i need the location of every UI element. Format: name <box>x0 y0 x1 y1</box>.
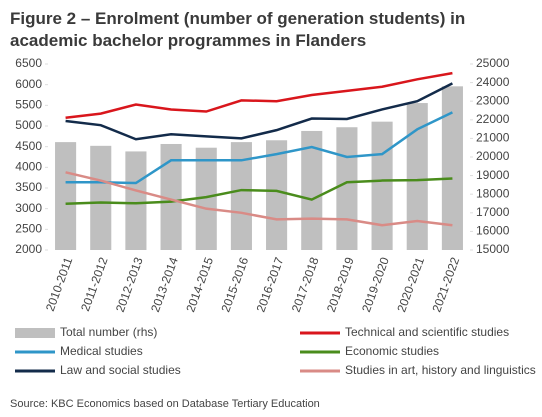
bar <box>301 130 323 250</box>
y2-tick-label: 19000 <box>476 168 510 182</box>
y2-tick-label: 20000 <box>476 149 510 163</box>
legend-label: Medical studies <box>60 344 143 358</box>
x-tick-label: 2012-2013 <box>113 255 146 314</box>
y-tick-label: 3000 <box>15 201 42 215</box>
x-tick-label: 2015-2016 <box>218 255 251 314</box>
legend-label: Technical and scientific studies <box>345 325 509 339</box>
x-tick-label: 2017-2018 <box>289 255 322 314</box>
y2-tick-label: 16000 <box>476 224 510 238</box>
bar <box>90 145 112 250</box>
y2-tick-label: 18000 <box>476 186 510 200</box>
legend-label: Economic studies <box>345 344 439 358</box>
x-tick-label: 2014-2015 <box>183 255 216 314</box>
bar <box>160 143 182 250</box>
bar <box>441 86 463 250</box>
y2-tick-label: 24000 <box>476 75 510 89</box>
y2-tick-label: 23000 <box>476 93 510 107</box>
legend-label: Total number (rhs) <box>60 325 157 339</box>
y-tick-label: 6500 <box>15 56 42 70</box>
y-tick-label: 4000 <box>15 160 42 174</box>
y-tick-label: 3500 <box>15 180 42 194</box>
y2-tick-label: 25000 <box>476 56 510 70</box>
line <box>65 111 453 185</box>
y-tick-label: 5000 <box>15 118 42 132</box>
x-tick-label: 2010-2011 <box>43 255 76 313</box>
bar <box>336 127 358 250</box>
legend-swatch <box>15 328 55 338</box>
line <box>65 71 453 119</box>
chart-title: Figure 2 – Enrolment (number of generati… <box>10 9 465 50</box>
bar <box>266 140 288 250</box>
x-tick-label: 2019-2020 <box>359 255 392 314</box>
y2-tick-label: 22000 <box>476 112 510 126</box>
x-tick-label: 2011-2012 <box>78 255 111 313</box>
y-tick-label: 6000 <box>15 77 42 91</box>
x-tick-label: 2013-2014 <box>148 255 181 314</box>
line <box>65 82 453 141</box>
bar <box>406 103 428 250</box>
bar <box>371 121 393 250</box>
bar <box>55 142 77 250</box>
legend-label: Studies in art, history and linguistics <box>345 363 536 377</box>
y2-tick-label: 21000 <box>476 131 510 145</box>
line <box>65 177 453 205</box>
x-tick-label: 2018-2019 <box>324 255 357 314</box>
x-tick-label: 2016-2017 <box>254 255 287 314</box>
line <box>65 171 453 227</box>
y-tick-label: 5500 <box>15 98 42 112</box>
bar <box>230 142 252 250</box>
y2-tick-label: 15000 <box>476 242 510 256</box>
bar <box>195 147 217 250</box>
source: Source: KBC Economics based on Database … <box>10 398 320 410</box>
y-tick-label: 2500 <box>15 222 42 236</box>
legend-label: Law and social studies <box>60 363 181 377</box>
y-tick-label: 2000 <box>15 242 42 256</box>
x-tick-label: 2020-2021 <box>394 255 427 314</box>
x-tick-label: 2021-2022 <box>429 255 462 314</box>
y-tick-label: 4500 <box>15 139 42 153</box>
bar <box>125 151 147 250</box>
y2-tick-label: 17000 <box>476 205 510 219</box>
